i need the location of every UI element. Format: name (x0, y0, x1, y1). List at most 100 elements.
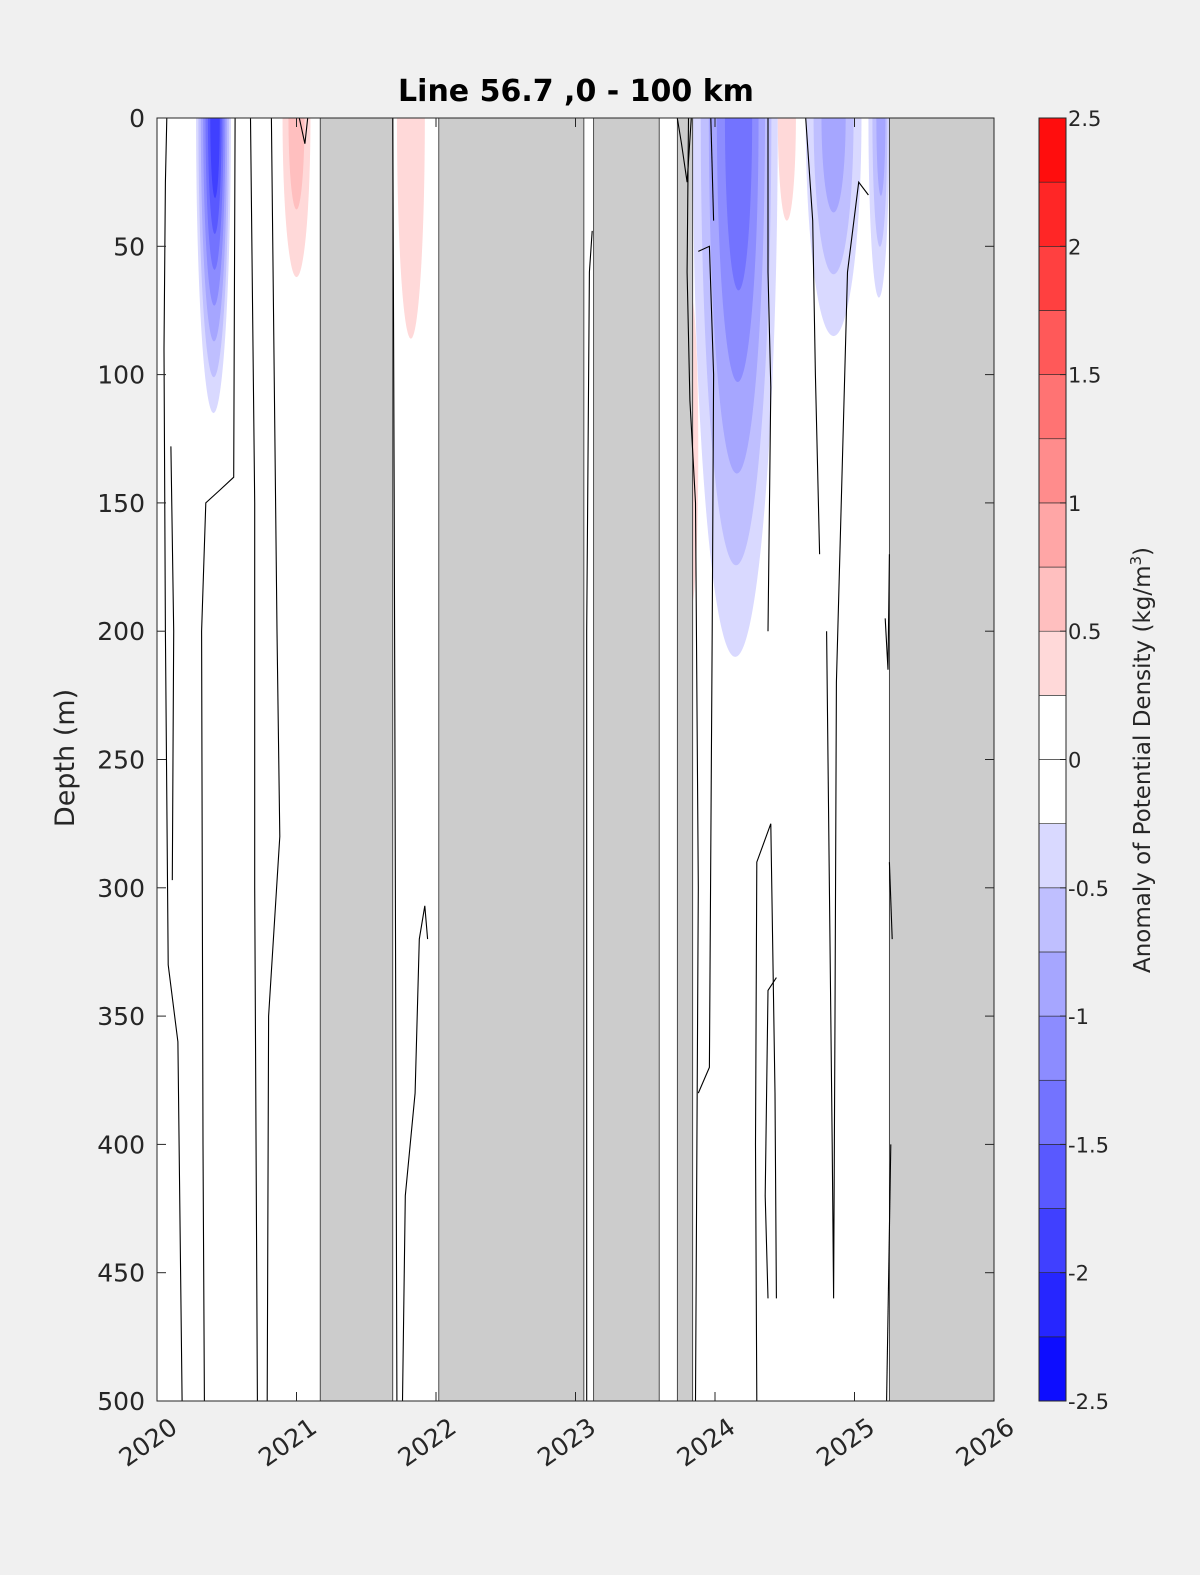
zero-contour-line (586, 230, 593, 1401)
zero-contour-line (249, 118, 258, 1401)
y-tick-label: 100 (97, 361, 145, 390)
colorbar-tick-label: -2.5 (1068, 1390, 1109, 1414)
colorbar-swatch (1038, 759, 1067, 824)
zero-contour-line (886, 1144, 892, 1401)
colorbar-label-main: Anomaly of Potential Density (kg/m (1130, 565, 1156, 973)
y-tick-label: 250 (97, 746, 145, 775)
colorbar-tick-label: -2 (1068, 1262, 1089, 1286)
colorbar-tick-label: -1.5 (1068, 1133, 1109, 1157)
zero-contour-line (805, 118, 821, 555)
no-data-region (676, 118, 694, 1401)
colorbar-tick-label: 1.5 (1068, 364, 1101, 388)
colorbar-label-sup: 3 (1127, 556, 1145, 566)
x-tick-label: 2022 (393, 1412, 462, 1472)
zero-contour-line (401, 905, 429, 1401)
anomaly-patch (692, 118, 778, 657)
y-axis-label: Depth (m) (50, 689, 81, 827)
anomaly-layer (196, 118, 890, 657)
no-data-layer (319, 118, 994, 1401)
zero-contour-line (170, 446, 175, 881)
colorbar-swatch (1038, 887, 1067, 953)
zero-contour-line (888, 862, 893, 940)
x-tick-label: 2020 (114, 1412, 183, 1472)
anomaly-contour-band (288, 118, 305, 210)
zero-contour-line (676, 118, 692, 183)
y-axis: 0 50 100 150 200 250 300 350 400 450 500 (97, 104, 994, 1416)
x-tick-label: 2023 (532, 1412, 601, 1472)
colorbar-swatch (1038, 502, 1067, 568)
colorbar-swatch (1038, 1015, 1067, 1081)
zero-contour-line (697, 245, 715, 1094)
anomaly-contour-band (821, 118, 846, 213)
anomaly-patch (196, 118, 231, 414)
anomaly-patch (777, 118, 796, 221)
colorbar-swatch (1038, 823, 1067, 889)
zero-contour-line (710, 118, 715, 221)
anomaly-patch (868, 118, 890, 298)
no-data-region (319, 118, 394, 1401)
zero-contour-line (764, 977, 777, 1299)
zero-contour-line (201, 118, 236, 1401)
y-tick-label: 150 (97, 489, 145, 518)
colorbar-tick-label: 2 (1068, 235, 1081, 259)
colorbar-tick-label: 0 (1068, 749, 1081, 773)
contour-layer (163, 118, 893, 1401)
x-tick-label: 2021 (253, 1412, 322, 1472)
colorbar-swatch (1038, 1079, 1067, 1145)
colorbar-swatch (1038, 374, 1067, 440)
colorbar-tick-label: -0.5 (1068, 877, 1109, 901)
no-data-region (593, 118, 660, 1401)
anomaly-contour-band (777, 118, 796, 221)
y-tick-label: 450 (97, 1259, 145, 1288)
zero-contour-line (826, 180, 869, 1299)
x-tick-label: 2024 (672, 1412, 741, 1472)
colorbar-tick-label: -1 (1068, 1005, 1089, 1029)
colorbar-swatch (1038, 438, 1067, 504)
colorbar-ticks: -2.5 -2 -1.5 -1 -0.5 0 0.5 1 1.5 2 2.5 (1060, 107, 1109, 1414)
no-data-region (888, 118, 994, 1401)
zero-contour-line (298, 118, 309, 144)
anomaly-contour-band (876, 118, 886, 196)
colorbar-swatches (1038, 117, 1067, 1402)
x-tick-label: 2026 (951, 1412, 1020, 1472)
anomaly-contour-band (210, 118, 220, 199)
colorbar-swatch (1038, 1208, 1067, 1274)
no-data-region (438, 118, 585, 1401)
colorbar-swatch (1038, 951, 1067, 1017)
colorbar-label: Anomaly of Potential Density (kg/m3) (1127, 547, 1156, 973)
y-tick-label: 500 (97, 1387, 145, 1416)
y-tick-label: 200 (97, 617, 145, 646)
y-tick-label: 300 (97, 874, 145, 903)
zero-contour-line (392, 118, 398, 1401)
zero-contour-line (686, 118, 699, 1401)
x-tick-label: 2025 (811, 1412, 880, 1472)
colorbar-swatch (1038, 181, 1067, 247)
colorbar-tick-label: 0.5 (1068, 620, 1101, 644)
colorbar-swatch (1038, 695, 1067, 760)
colorbar-label-close: ) (1130, 547, 1156, 556)
zero-contour-line (754, 823, 777, 1401)
plot-area: 2020 2021 2022 2023 2024 2025 2026 0 50 100 150 20… (97, 104, 1020, 1472)
zero-contour-line (884, 554, 890, 670)
colorbar-swatch (1038, 566, 1067, 632)
anomaly-contour-band (724, 118, 753, 291)
colorbar-tick-label: 2.5 (1068, 107, 1101, 131)
y-tick-label: 400 (97, 1130, 145, 1159)
anomaly-patch (282, 118, 311, 278)
colorbar-swatch (1038, 246, 1067, 311)
y-tick-label: 50 (113, 232, 145, 261)
chart-title: Line 56.7 ,0 - 100 km (398, 74, 754, 109)
anomaly-contour-band (396, 118, 425, 339)
colorbar: -2.5 -2 -1.5 -1 -0.5 0 0.5 1 1.5 2 2.5 Anomaly of … (1038, 107, 1156, 1414)
colorbar-swatch (1038, 1144, 1067, 1209)
colorbar-swatch (1038, 1336, 1067, 1402)
colorbar-swatch (1038, 310, 1067, 375)
y-tick-label: 350 (97, 1002, 145, 1031)
colorbar-swatch (1038, 630, 1067, 696)
colorbar-tick-label: 1 (1068, 492, 1081, 516)
y-tick-label: 0 (129, 104, 145, 133)
colorbar-swatch (1038, 1272, 1067, 1338)
zero-contour-line (266, 118, 281, 1401)
anomaly-patch (396, 118, 425, 339)
